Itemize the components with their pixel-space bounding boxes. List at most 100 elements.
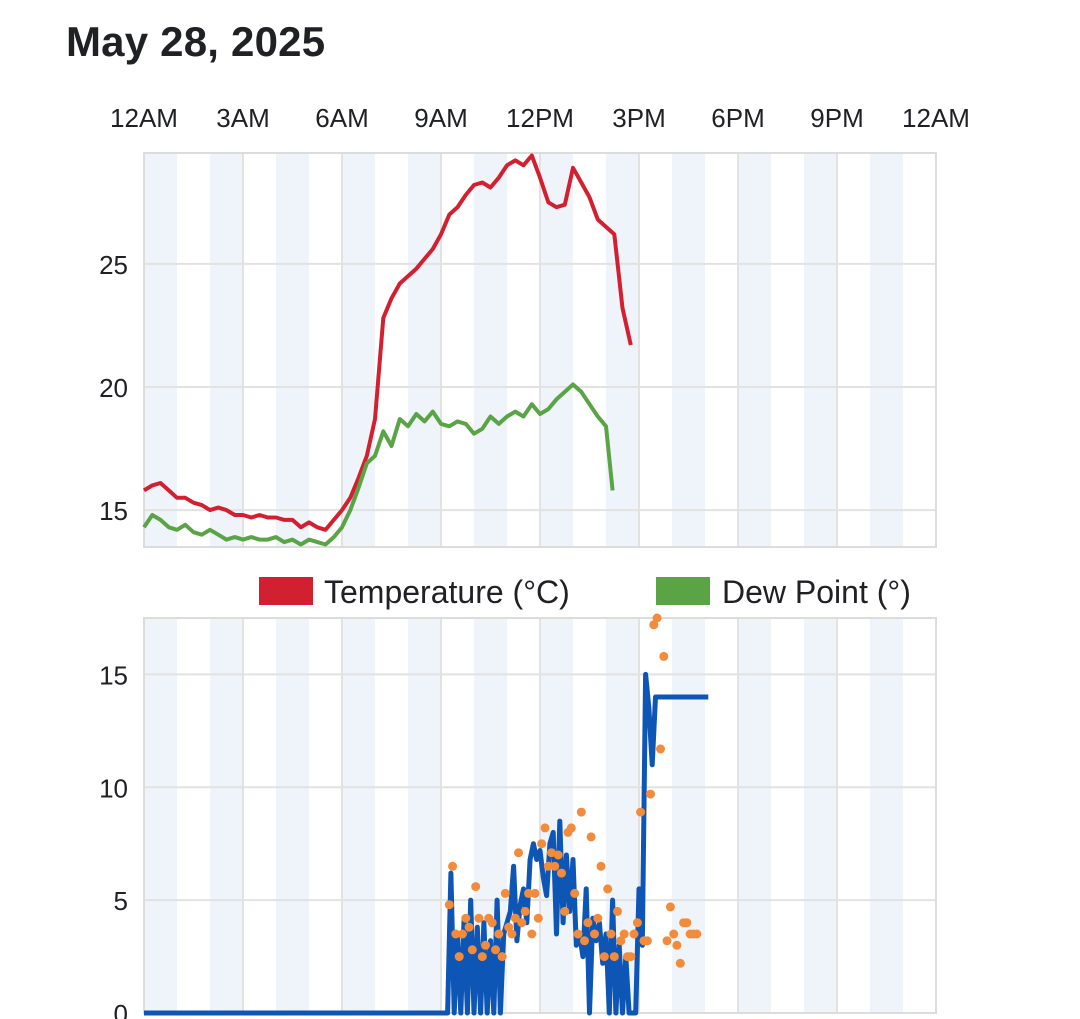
- wind-chart-hour-band: [804, 618, 837, 1013]
- x-tick-label: 12AM: [902, 103, 970, 133]
- wind-gust-point: [514, 848, 523, 858]
- chart-legend: Temperature (°C) Dew Point (°): [259, 574, 911, 610]
- x-tick-label: 3PM: [612, 103, 665, 133]
- temp-chart-hour-band: [210, 153, 243, 547]
- legend-swatch-temperature: [259, 577, 313, 605]
- x-tick-label: 6AM: [315, 103, 368, 133]
- wind-gust-point: [672, 940, 682, 950]
- wind-chart-hour-band: [342, 618, 375, 1013]
- wind-gust-point: [662, 936, 672, 946]
- wind-gust-point: [580, 936, 589, 946]
- wind-chart-hour-band: [276, 618, 309, 1013]
- wind-gust-point: [675, 958, 685, 968]
- wind-gust-point: [540, 823, 550, 833]
- wind-gust-point: [527, 929, 537, 939]
- wind-gust-point: [550, 861, 560, 871]
- wind-gust-point: [543, 861, 553, 871]
- wind-gust-point: [596, 861, 606, 871]
- wind-chart-hour-band: [144, 618, 177, 1013]
- temp-chart-y-tick-label: 20: [99, 373, 128, 403]
- wind-gust-point: [649, 620, 659, 630]
- wind-gust-point: [583, 918, 593, 928]
- wind-gust-point: [487, 918, 497, 928]
- wind-chart-y-tick-label: 5: [114, 886, 128, 916]
- wind-gust-point: [599, 952, 609, 962]
- wind-gust-point: [444, 900, 454, 910]
- legend-label-temperature: Temperature (°C): [324, 574, 570, 610]
- wind-chart-hour-band: [408, 618, 441, 1013]
- x-tick-label: 3AM: [216, 103, 269, 133]
- x-tick-label: 9PM: [810, 103, 863, 133]
- legend-swatch-dew-point: [656, 577, 710, 605]
- wind-gust-point: [590, 929, 599, 939]
- x-tick-label: 12AM: [110, 103, 178, 133]
- wind-gust-point: [586, 832, 596, 842]
- temperature-line: [142, 153, 633, 532]
- temp-chart-hour-band: [540, 153, 573, 547]
- wind-gust-point: [491, 945, 500, 955]
- wind-gust-point: [530, 888, 540, 898]
- wind-chart-y-tick-label: 10: [99, 773, 128, 803]
- wind-gust-point: [652, 613, 662, 623]
- wind-gust-point: [448, 861, 458, 871]
- temp-chart-hour-band: [804, 153, 837, 547]
- wind-gust-point: [632, 918, 642, 928]
- wind-gust-point: [642, 936, 652, 946]
- temp-chart-hour-band: [738, 153, 771, 547]
- wind-gust-point: [613, 906, 622, 916]
- x-tick-label: 9AM: [414, 103, 467, 133]
- wind-gust-point: [616, 936, 626, 946]
- wind-gust-point: [500, 888, 510, 898]
- wind-chart-y-tick-label: 15: [99, 660, 128, 690]
- legend-label-dew-point: Dew Point (°): [722, 574, 911, 610]
- wind-gust-point: [566, 823, 576, 833]
- wind-chart-hour-band: [738, 618, 771, 1013]
- wind-chart-plot-frame: [143, 617, 937, 1014]
- wind-gust-point: [457, 929, 467, 939]
- wind-gust-point: [510, 913, 520, 923]
- wind-chart-y-tick-label: 0: [114, 999, 128, 1019]
- wind-gust-point: [656, 744, 665, 754]
- wind-speed-line: [144, 671, 709, 1016]
- wind-gust-point: [573, 929, 583, 939]
- wind-gust-point: [636, 807, 646, 817]
- wind-gust-point: [682, 918, 692, 928]
- wind-gust-point: [524, 888, 533, 898]
- temp-chart-hour-band: [672, 153, 705, 547]
- wind-gust-point: [454, 952, 464, 962]
- wind-gust-point: [494, 929, 504, 939]
- wind-gust-point: [467, 945, 477, 955]
- wind-chart-hour-band: [672, 618, 705, 1013]
- temp-chart-hour-band: [870, 153, 903, 547]
- wind-gust-point: [533, 913, 543, 923]
- wind-gust-point: [461, 913, 471, 923]
- wind-chart-hour-band: [870, 618, 903, 1013]
- wind-gust-point: [497, 952, 507, 962]
- wind-gust-point: [560, 906, 570, 916]
- x-tick-label: 6PM: [711, 103, 764, 133]
- wind-chart-hour-band: [210, 618, 243, 1013]
- temp-chart-hour-band: [276, 153, 309, 547]
- wind-chart-hour-band: [540, 618, 573, 1013]
- date-title: May 28, 2025: [66, 18, 326, 65]
- wind-gust-point: [520, 906, 530, 916]
- wind-gust-point: [576, 807, 586, 817]
- wind-gust-point: [619, 929, 629, 939]
- wind-gust-point: [557, 868, 566, 878]
- wind-gust-point: [609, 952, 619, 962]
- wind-gust-point: [606, 929, 616, 939]
- wind-gust-point: [481, 940, 490, 950]
- wind-gust-point: [504, 922, 514, 932]
- wind-gust-point: [464, 922, 474, 932]
- wind-gust-point: [471, 882, 481, 892]
- wind-gust-point: [553, 850, 563, 860]
- temp-chart-hour-band: [474, 153, 507, 547]
- temp-chart-y-tick-label: 15: [99, 496, 128, 526]
- wind-gust-point: [692, 929, 702, 939]
- wind-gust-point: [593, 913, 603, 923]
- wind-gust-point: [570, 888, 580, 898]
- temp-chart-plot-frame: [143, 152, 937, 548]
- wind-gust-point: [669, 929, 679, 939]
- wind-gust-point: [603, 884, 613, 894]
